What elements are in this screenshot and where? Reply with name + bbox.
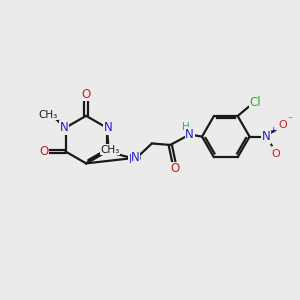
Text: Cl: Cl — [250, 97, 261, 110]
Text: N: N — [262, 130, 270, 143]
Text: CH₃: CH₃ — [100, 145, 119, 155]
Text: O: O — [82, 88, 91, 100]
Text: H: H — [182, 122, 190, 132]
Text: O: O — [278, 120, 287, 130]
Text: N: N — [129, 153, 138, 166]
Text: N: N — [60, 121, 68, 134]
Text: +: + — [269, 126, 276, 135]
Text: N: N — [131, 151, 140, 164]
Text: O: O — [39, 145, 48, 158]
Text: N: N — [185, 128, 194, 141]
Text: O: O — [272, 148, 280, 159]
Text: N: N — [104, 121, 112, 134]
Text: CH₃: CH₃ — [38, 110, 57, 120]
Text: ⁻: ⁻ — [287, 115, 292, 125]
Text: O: O — [171, 162, 180, 175]
